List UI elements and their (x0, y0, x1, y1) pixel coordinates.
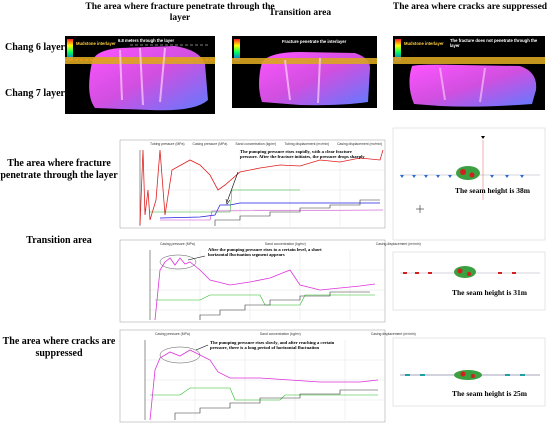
row-label: The area where cracks are suppressed (2, 336, 116, 359)
legend-entry: Tubing displacement (m³/min) (284, 142, 330, 146)
pressure-chart (119, 329, 386, 423)
annotation: The pumping pressure rises rapidly, with… (240, 149, 365, 160)
image-label: 6.8 meters through the layer (118, 38, 175, 43)
microseismic-map (392, 251, 546, 311)
image-label: Mudstone interlayer (76, 41, 116, 46)
legend-entry: Sand concentration (kg/m³) (264, 242, 306, 246)
legend-entry: Casing displacement (m³/min) (375, 242, 421, 246)
legend: Tubing pressure (MPa) Casing pressure (M… (150, 142, 382, 146)
row-label: The area where fracture penetrate throug… (0, 158, 118, 181)
legend-entry: Casing pressure (MPa) (192, 142, 228, 146)
annotation: The pumping pressure rises slowly, and a… (210, 340, 335, 351)
simulation-image (65, 36, 215, 114)
legend-entry: Sand concentration (kg/m³) (235, 142, 277, 146)
legend-entry: Tubing pressure (MPa) (150, 142, 185, 146)
annotation: After the pumping pressure rises to a ce… (208, 247, 322, 258)
microseismic-map (392, 337, 546, 407)
image-label: Mudstone interlayer (404, 41, 444, 46)
column-header: The area where cracks are suppressed (392, 2, 548, 12)
simulation-image (393, 36, 545, 110)
layer-label: Chang 6 layer (5, 42, 65, 53)
microseismic-map (392, 127, 546, 241)
pressure-chart (119, 139, 386, 229)
simulation-image (232, 36, 377, 108)
row-label: Transition area (26, 235, 92, 246)
legend-entry: Casing displacement (m³/min) (337, 142, 383, 146)
legend: Casing pressure (MPa) Sand concentration… (155, 332, 416, 336)
legend-entry: Casing displacement (m³/min) (370, 332, 416, 336)
legend-entry: Casing pressure (MPa) (160, 242, 195, 246)
legend: Casing pressure (MPa) Sand concentration… (160, 242, 421, 246)
image-label: Fracture penetrate the interlayer (282, 39, 347, 44)
legend-entry: Sand concentration (kg/m³) (259, 332, 301, 336)
layer-label: Chang 7 layer (5, 88, 65, 99)
column-header: The area where fracture penetrate throug… (85, 2, 275, 23)
column-header: Transition area (268, 8, 332, 18)
seam-height: The seam height is 38m (455, 186, 530, 195)
seam-height: The seam height is 31m (452, 288, 527, 297)
image-label: The fracture does not penetrate through … (450, 38, 538, 48)
pressure-chart (119, 239, 386, 323)
legend-entry: Casing pressure (MPa) (155, 332, 190, 336)
seam-height: The seam height is 25m (452, 389, 527, 398)
